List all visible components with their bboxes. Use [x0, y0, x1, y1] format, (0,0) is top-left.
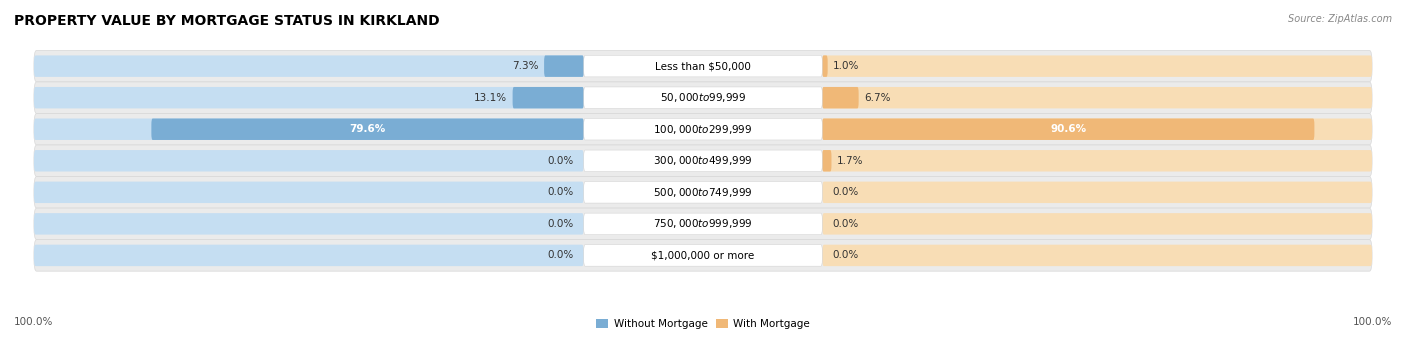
- FancyBboxPatch shape: [823, 87, 859, 108]
- FancyBboxPatch shape: [544, 56, 583, 77]
- FancyBboxPatch shape: [823, 213, 1372, 235]
- Text: 0.0%: 0.0%: [547, 156, 574, 166]
- FancyBboxPatch shape: [513, 87, 583, 108]
- Text: 7.3%: 7.3%: [512, 61, 538, 71]
- Text: $1,000,000 or more: $1,000,000 or more: [651, 250, 755, 261]
- FancyBboxPatch shape: [34, 182, 583, 203]
- Text: PROPERTY VALUE BY MORTGAGE STATUS IN KIRKLAND: PROPERTY VALUE BY MORTGAGE STATUS IN KIR…: [14, 14, 440, 28]
- Text: 90.6%: 90.6%: [1050, 124, 1087, 134]
- FancyBboxPatch shape: [583, 245, 823, 266]
- FancyBboxPatch shape: [152, 119, 583, 140]
- FancyBboxPatch shape: [34, 119, 583, 140]
- FancyBboxPatch shape: [823, 119, 1315, 140]
- FancyBboxPatch shape: [34, 150, 583, 172]
- Text: 0.0%: 0.0%: [832, 250, 859, 261]
- FancyBboxPatch shape: [583, 56, 823, 77]
- FancyBboxPatch shape: [34, 145, 1372, 177]
- Text: 100.0%: 100.0%: [14, 317, 53, 327]
- FancyBboxPatch shape: [583, 119, 823, 140]
- FancyBboxPatch shape: [34, 213, 583, 235]
- Text: $750,000 to $999,999: $750,000 to $999,999: [654, 217, 752, 231]
- Text: 0.0%: 0.0%: [832, 219, 859, 229]
- Text: 1.7%: 1.7%: [837, 156, 863, 166]
- Text: 0.0%: 0.0%: [547, 250, 574, 261]
- FancyBboxPatch shape: [823, 119, 1372, 140]
- Text: $100,000 to $299,999: $100,000 to $299,999: [654, 123, 752, 136]
- FancyBboxPatch shape: [583, 213, 823, 235]
- FancyBboxPatch shape: [823, 245, 1372, 266]
- Text: $300,000 to $499,999: $300,000 to $499,999: [654, 154, 752, 167]
- FancyBboxPatch shape: [34, 114, 1372, 145]
- FancyBboxPatch shape: [823, 56, 828, 77]
- Text: 13.1%: 13.1%: [474, 93, 508, 103]
- Text: 6.7%: 6.7%: [863, 93, 890, 103]
- Text: 0.0%: 0.0%: [547, 187, 574, 197]
- FancyBboxPatch shape: [34, 50, 1372, 82]
- Text: 0.0%: 0.0%: [832, 187, 859, 197]
- FancyBboxPatch shape: [823, 182, 1372, 203]
- FancyBboxPatch shape: [583, 182, 823, 203]
- Text: 100.0%: 100.0%: [1353, 317, 1392, 327]
- FancyBboxPatch shape: [34, 87, 583, 108]
- Text: 79.6%: 79.6%: [350, 124, 385, 134]
- Text: Less than $50,000: Less than $50,000: [655, 61, 751, 71]
- Text: $50,000 to $99,999: $50,000 to $99,999: [659, 91, 747, 104]
- FancyBboxPatch shape: [34, 82, 1372, 114]
- FancyBboxPatch shape: [34, 177, 1372, 208]
- FancyBboxPatch shape: [34, 56, 583, 77]
- FancyBboxPatch shape: [823, 87, 1372, 108]
- Text: 0.0%: 0.0%: [547, 219, 574, 229]
- Text: 1.0%: 1.0%: [832, 61, 859, 71]
- FancyBboxPatch shape: [823, 150, 831, 172]
- FancyBboxPatch shape: [823, 150, 1372, 172]
- FancyBboxPatch shape: [34, 240, 1372, 271]
- FancyBboxPatch shape: [823, 56, 1372, 77]
- Legend: Without Mortgage, With Mortgage: Without Mortgage, With Mortgage: [592, 315, 814, 333]
- FancyBboxPatch shape: [583, 150, 823, 172]
- FancyBboxPatch shape: [34, 208, 1372, 240]
- Text: $500,000 to $749,999: $500,000 to $749,999: [654, 186, 752, 199]
- FancyBboxPatch shape: [34, 245, 583, 266]
- Text: Source: ZipAtlas.com: Source: ZipAtlas.com: [1288, 14, 1392, 24]
- FancyBboxPatch shape: [583, 87, 823, 108]
